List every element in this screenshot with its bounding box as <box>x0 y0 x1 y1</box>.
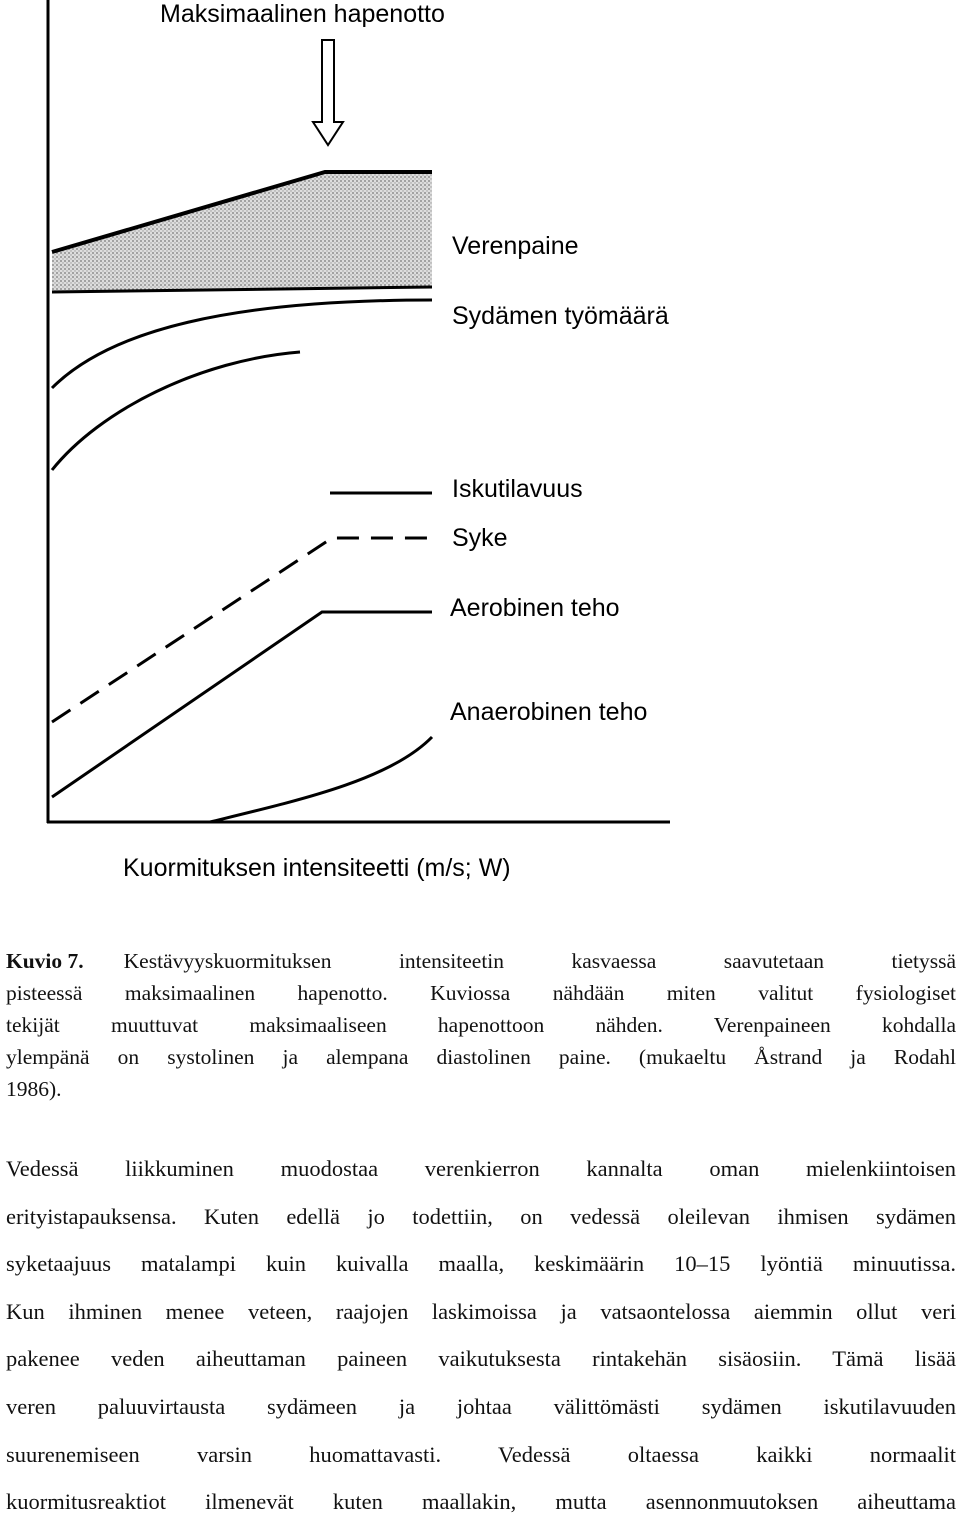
body-line: suurenemiseen varsin huomattavasti. Vede… <box>6 1441 956 1467</box>
pressure-band <box>52 172 432 292</box>
caption-line: tekijät muuttuvat maksimaaliseen hapenot… <box>6 1013 956 1037</box>
body-line: veren paluuvirtausta sydämeen ja johtaa … <box>6 1393 956 1419</box>
curve <box>50 350 301 471</box>
caption-label: Kuvio 7. <box>6 949 84 973</box>
curve <box>51 610 432 799</box>
caption-line: 1986). <box>6 1077 62 1101</box>
figure: Maksimaalinen hapenotto Verenpaine Sydäm… <box>46 0 670 882</box>
curve <box>51 536 432 724</box>
series-label: Verenpaine <box>452 232 579 260</box>
series-label: Iskutilavuus <box>452 475 583 503</box>
body-line: kuormitusreaktiot ilmenevät kuten maalla… <box>6 1489 956 1515</box>
caption: Kuvio 7. Kestävyyskuormituksen intensitee… <box>6 945 956 1105</box>
arrow <box>311 39 345 147</box>
body-line: syketaajuus matalampi kuin kuivalla maal… <box>6 1251 956 1277</box>
body-line: pakenee veden aiheuttaman paineen vaikut… <box>6 1346 956 1372</box>
series-label: Aerobinen teho <box>450 594 620 622</box>
series-label: Anaerobinen teho <box>450 698 647 726</box>
figure-title: Maksimaalinen hapenotto <box>160 0 445 28</box>
body-line: Kun ihminen menee veteen, raajojen laski… <box>6 1298 956 1324</box>
caption-line: Kuvio 7. Kestävyyskuormituksen intensitee… <box>6 945 956 977</box>
body-line: Vedessä liikkuminen muodostaa verenkierr… <box>6 1156 956 1181</box>
curve <box>209 735 434 824</box>
x-axis-label: Kuormituksen intensiteetti (m/s; W) <box>123 854 511 882</box>
caption-line: ylempänä on systolinen ja alempana diast… <box>6 1045 956 1069</box>
caption-line: pisteessä maksimaalinen hapenotto. Kuvio… <box>6 981 956 1005</box>
body-line: erityistapauksensa. Kuten edellä jo tode… <box>6 1203 956 1229</box>
series-label: Syke <box>452 524 508 552</box>
curve <box>51 285 433 294</box>
curve <box>50 298 433 390</box>
series-label: Sydämen työmäärä <box>452 302 669 330</box>
caption-text: Kestävyyskuormituksen intensiteetin kasv… <box>123 949 956 973</box>
curve <box>51 170 432 254</box>
body-text: Vedessä liikkuminen muodostaa verenkierr… <box>6 1145 956 1526</box>
